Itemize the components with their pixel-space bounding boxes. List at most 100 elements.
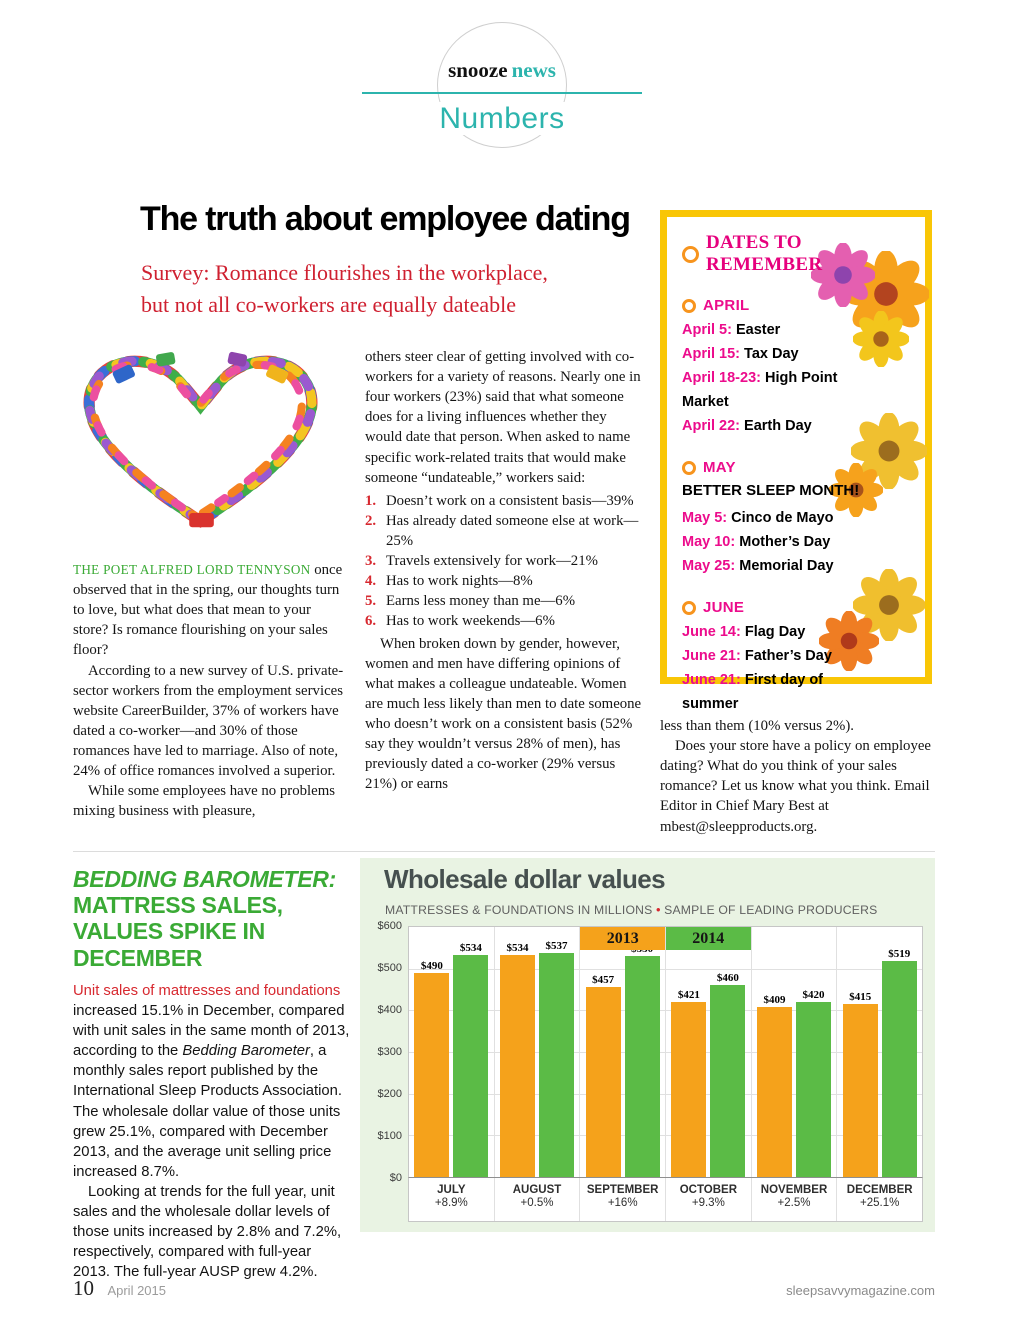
bar-2014-november [796, 1002, 832, 1177]
article-column-3: less than them (10% versus 2%). Does you… [660, 716, 937, 837]
month-label-cell: OCTOBER +9.3% [666, 1178, 752, 1221]
flower-cluster-mid [828, 412, 928, 523]
undateable-list: 1. Doesn’t work on a consistent basis—39%… [365, 491, 642, 632]
bar-wrap: $409 [756, 927, 793, 1177]
ring-icon [682, 600, 696, 615]
month-header: JUNE [682, 599, 913, 616]
dates-section-june: JUNE June 14: Flag Day June 21: Father’s D… [682, 599, 913, 716]
barometer-body: increased 15.1% in December, compared wi… [73, 1001, 351, 1182]
list-item: 1. Doesn’t work on a consistent basis—39% [365, 491, 642, 511]
date-label: April 15: [682, 346, 745, 363]
month-name: DECEMBER [846, 1184, 913, 1196]
date-event: High Point Market [682, 370, 838, 411]
flower-cluster-bottom [818, 568, 926, 679]
y-tick-label: $600 [377, 920, 402, 932]
dates-sidebar: DATES TO REMEMBER APRIL April 5: Easter Ap… [660, 210, 932, 712]
flower-icon [818, 610, 880, 672]
body-text: , a monthly sales report published by th… [73, 1043, 342, 1180]
ring-icon [682, 460, 696, 475]
list-item: 5. Earns less money than me—6% [365, 591, 642, 611]
logo-rule [362, 92, 642, 94]
y-tick-label: $100 [377, 1130, 402, 1142]
article-subtitle: Survey: Romance flourishes in the workpl… [141, 257, 548, 321]
barometer-title-rest: MATTRESS SALES, VALUES SPIKE IN DECEMBER [73, 892, 283, 971]
legend-2013: 2013 [579, 927, 666, 950]
section-logo: snooze news Numbers [362, 22, 642, 154]
bar-wrap: $530 [624, 927, 661, 1177]
page-footer: 10 April 2015 sleepsavvymagazine.com [73, 1276, 935, 1301]
list-text: Doesn’t work on a consistent basis—39% [386, 492, 634, 509]
bar-wrap: $457 [585, 927, 622, 1177]
barometer-lead: Unit sales of mattresses and foundations [73, 982, 341, 999]
list-number: 3. [365, 553, 377, 570]
month-name: JULY [437, 1184, 466, 1196]
flower-icon [852, 568, 926, 642]
date-label: June 21: [682, 648, 745, 665]
chart-subtitle: MATTRESSES & FOUNDATIONS IN MILLIONS • S… [385, 903, 877, 917]
month-change: +25.1% [860, 1197, 900, 1209]
date-label: May 25: [682, 557, 740, 574]
chart-month-strip: JULY +8.9% AUGUST +0.5% SEPTEMBER +16% OCTOBER… [408, 1178, 923, 1222]
page-number: 10 [73, 1276, 94, 1300]
date-item: April 15: Tax Day [682, 342, 877, 366]
date-event: Father’s Day [744, 648, 832, 665]
month-name: AUGUST [512, 1184, 562, 1196]
article-column-1: THE POET ALFRED LORD TENNYSON once obser… [73, 560, 347, 821]
chart-bar-group: $415 $519 [837, 927, 922, 1177]
bar-value-label: $457 [592, 973, 615, 986]
date-item: June 21: Father’s Day [682, 644, 877, 668]
bar-wrap: $519 [881, 927, 918, 1177]
list-text: Has already dated someone else at work—2… [386, 512, 639, 549]
date-label: May 10: [682, 533, 740, 550]
bar-2013-august [500, 954, 535, 1177]
date-item: April 22: Earth Day [682, 414, 877, 438]
month-label-cell: JULY +8.9% [409, 1178, 495, 1221]
paperclip-heart-image [56, 322, 345, 547]
dates-title: DATES TO REMEMBER [706, 232, 823, 275]
dates-section-april: APRIL April 5: Easter April 15: Tax Day Apr… [682, 297, 913, 438]
month-change: +0.5% [520, 1197, 554, 1209]
chart-body: $600 $500 $400 $300 $200 $100 $0 2013 2014 $49… [372, 920, 923, 1222]
ring-icon [682, 298, 696, 313]
list-item: 4. Has to work nights—8% [365, 571, 642, 591]
axis-corner-spacer [372, 1178, 408, 1222]
dates-title-row: DATES TO REMEMBER [682, 232, 913, 276]
bar-value-label: $534 [506, 941, 529, 954]
bar-value-label: $490 [420, 959, 443, 972]
bar-wrap: $490 [413, 927, 450, 1177]
date-event: Mother’s Day [739, 533, 831, 550]
bar-wrap: $534 [499, 927, 536, 1177]
month-banner: BETTER SLEEP MONTH! [682, 482, 860, 500]
chart-y-axis: $600 $500 $400 $300 $200 $100 $0 [372, 920, 408, 1184]
paragraph: less than them (10% versus 2%). [660, 718, 854, 734]
bar-2013-october [671, 1001, 707, 1177]
list-number: 5. [365, 593, 377, 610]
barometer-article: BEDDING BAROMETER: MATTRESS SALES, VALUE… [73, 866, 351, 1283]
bar-value-label: $420 [802, 989, 825, 1001]
bar-2013-september [585, 986, 621, 1177]
bar-2014-august [539, 953, 574, 1177]
chart-bar-group: $421 $460 [666, 927, 752, 1177]
list-number: 4. [365, 573, 377, 590]
bullet-separator: • [656, 903, 661, 917]
flower-icon [810, 242, 876, 308]
month-name: OCTOBER [679, 1184, 737, 1196]
dates-section-may: MAY BETTER SLEEP MONTH! May 5: Cinco de Ma… [682, 459, 913, 578]
chart-bar-group: $409 $420 [752, 927, 838, 1177]
bar-value-label: $415 [849, 991, 872, 1004]
date-label: April 22: [682, 418, 745, 435]
paragraph: Does your store have a policy on employe… [660, 738, 931, 835]
chart-plot: 2013 2014 $490$534$534$537$457$530$421$4… [408, 926, 923, 1178]
paragraph: When broken down by gender, however, wom… [365, 635, 642, 793]
flower-icon [850, 412, 928, 490]
month-change: +2.5% [777, 1197, 811, 1209]
bar-value-label: $409 [763, 993, 786, 1006]
bar-value-label: $460 [716, 972, 739, 985]
date-event: Flag Day [744, 624, 806, 640]
month-label-cell: DECEMBER +25.1% [837, 1178, 922, 1221]
month-header: MAY [682, 459, 913, 476]
y-tick-label: $500 [377, 962, 402, 974]
date-event: First day of summer [682, 672, 824, 713]
date-event: Memorial Day [739, 557, 834, 574]
